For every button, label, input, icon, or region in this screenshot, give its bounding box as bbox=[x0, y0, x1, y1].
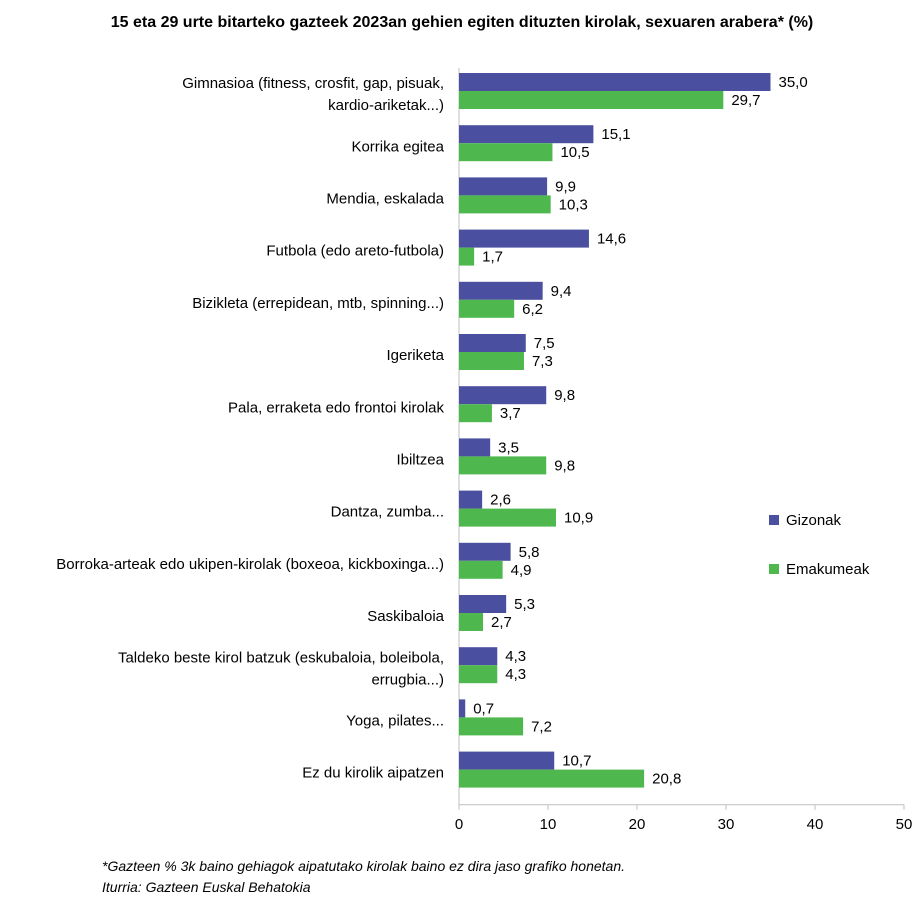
bar-gizonak bbox=[459, 647, 498, 666]
bar-gizonak bbox=[459, 73, 771, 91]
bar-emakumeak bbox=[459, 352, 524, 370]
category-label: Ibiltzea bbox=[396, 452, 444, 469]
data-label: 9,8 bbox=[554, 387, 575, 404]
data-label: 4,9 bbox=[511, 562, 532, 579]
bar-gizonak bbox=[459, 229, 589, 248]
bar-emakumeak bbox=[459, 247, 475, 266]
bar-gizonak bbox=[459, 177, 548, 196]
category-label: Saskibaloia bbox=[367, 608, 444, 625]
legend-label: Gizonak bbox=[786, 512, 842, 529]
bar-emakumeak bbox=[459, 195, 551, 214]
data-label: 6,2 bbox=[522, 301, 543, 318]
bar-emakumeak bbox=[459, 456, 547, 475]
data-label: 1,7 bbox=[482, 249, 503, 266]
category-label: Taldeko beste kirol batzuk (eskubaloia, … bbox=[118, 649, 444, 688]
data-label: 4,3 bbox=[505, 648, 526, 665]
category-label: Pala, erraketa edo frontoi kirolak bbox=[228, 399, 444, 416]
data-label: 0,7 bbox=[473, 700, 494, 717]
data-label: 10,5 bbox=[560, 144, 589, 161]
bar-emakumeak bbox=[459, 560, 503, 579]
data-label: 10,9 bbox=[564, 510, 593, 527]
bar-gizonak bbox=[459, 542, 511, 561]
x-tick-label: 50 bbox=[896, 816, 913, 833]
data-label: 5,3 bbox=[514, 596, 535, 613]
data-label: 20,8 bbox=[652, 771, 681, 788]
data-label: 2,6 bbox=[490, 492, 511, 509]
category-label: Mendia, eskalada bbox=[326, 191, 444, 208]
x-tick-label: 30 bbox=[718, 816, 735, 833]
data-label: 4,3 bbox=[505, 666, 526, 683]
data-label: 35,0 bbox=[779, 74, 808, 91]
data-label: 2,7 bbox=[491, 614, 512, 631]
bar-gizonak bbox=[459, 438, 491, 457]
legend-label: Emakumeak bbox=[786, 561, 870, 578]
x-tick-label: 0 bbox=[455, 816, 463, 833]
data-label: 5,8 bbox=[519, 544, 540, 561]
data-label: 14,6 bbox=[597, 231, 626, 248]
x-tick-label: 10 bbox=[540, 816, 557, 833]
legend-swatch-emakumeak bbox=[769, 564, 779, 574]
category-label: Korrika egitea bbox=[351, 138, 444, 155]
data-label: 10,3 bbox=[559, 196, 588, 213]
source-note: Iturria: Gazteen Euskal Behatokia bbox=[102, 879, 311, 895]
category-label: Ez du kirolik aipatzen bbox=[302, 765, 444, 782]
bar-emakumeak bbox=[459, 299, 515, 318]
data-label: 9,4 bbox=[551, 283, 572, 300]
bar-gizonak bbox=[459, 490, 483, 509]
x-tick-label: 40 bbox=[807, 816, 824, 833]
category-label: Igeriketa bbox=[386, 347, 444, 364]
data-label: 3,7 bbox=[500, 405, 521, 422]
data-label: 10,7 bbox=[562, 753, 591, 770]
data-label: 9,9 bbox=[555, 178, 576, 195]
bar-gizonak bbox=[459, 125, 594, 144]
bar-gizonak bbox=[459, 751, 555, 770]
data-label: 3,5 bbox=[498, 439, 519, 456]
bar-gizonak bbox=[459, 595, 507, 613]
bar-emakumeak bbox=[459, 404, 492, 423]
footnote: *Gazteen % 3k baino gehiagok aipatutako … bbox=[102, 858, 626, 874]
bar-emakumeak bbox=[459, 91, 724, 109]
bar-gizonak bbox=[459, 386, 547, 405]
bar-emakumeak bbox=[459, 143, 553, 162]
bar-emakumeak bbox=[459, 613, 484, 631]
data-label: 15,1 bbox=[601, 126, 630, 143]
bar-emakumeak bbox=[459, 665, 498, 684]
category-label: Borroka-arteak edo ukipen-kirolak (boxeo… bbox=[56, 556, 444, 573]
chart-title: 15 eta 29 urte bitarteko gazteek 2023an … bbox=[110, 14, 814, 31]
x-tick-label: 20 bbox=[629, 816, 646, 833]
data-label: 9,8 bbox=[554, 457, 575, 474]
data-label: 7,2 bbox=[531, 718, 552, 735]
bar-gizonak bbox=[459, 281, 543, 300]
bar-emakumeak bbox=[459, 769, 645, 788]
category-label: Gimnasioa (fitness, crosfit, gap, pisuak… bbox=[182, 75, 444, 114]
category-label: Futbola (edo areto-futbola) bbox=[266, 243, 444, 260]
bar-emakumeak bbox=[459, 508, 557, 527]
category-label: Bizikleta (errepidean, mtb, spinning...) bbox=[192, 295, 444, 312]
data-label: 7,3 bbox=[532, 353, 553, 370]
data-label: 29,7 bbox=[731, 92, 760, 109]
category-label: Yoga, pilates... bbox=[346, 713, 444, 730]
data-label: 7,5 bbox=[534, 335, 555, 352]
legend-swatch-gizonak bbox=[769, 515, 779, 525]
bar-emakumeak bbox=[459, 717, 524, 736]
category-label: Dantza, zumba... bbox=[331, 504, 444, 521]
bar-gizonak bbox=[459, 334, 526, 352]
bar-gizonak bbox=[459, 699, 466, 718]
